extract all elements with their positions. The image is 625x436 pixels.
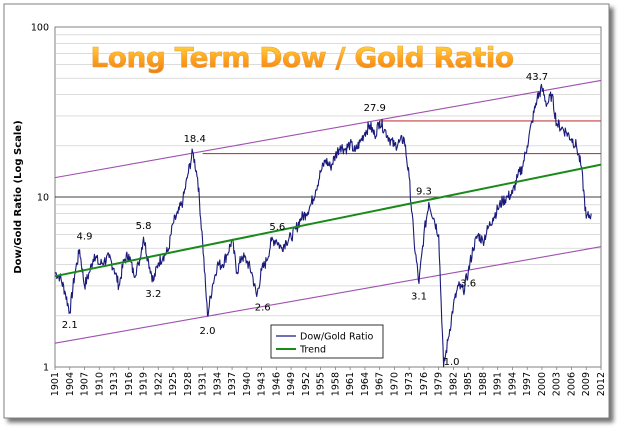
x-tick-1973: 1973 — [404, 372, 415, 396]
x-tick-1928: 1928 — [183, 372, 194, 396]
x-tick-1925: 1925 — [168, 372, 179, 396]
x-tick-2006: 2006 — [567, 372, 578, 396]
series-group — [54, 83, 602, 368]
x-tick-1940: 1940 — [242, 372, 253, 396]
x-tick-2003: 2003 — [552, 372, 563, 396]
annotation-3-6: 3.6 — [460, 278, 476, 289]
x-tick-1943: 1943 — [257, 372, 268, 396]
x-tick-1967: 1967 — [375, 372, 386, 396]
channel-lines — [54, 79, 602, 344]
x-tick-1901: 1901 — [50, 372, 61, 396]
x-tick-1976: 1976 — [419, 372, 430, 396]
y-tick-100: 100 — [31, 23, 49, 34]
x-tick-1922: 1922 — [153, 372, 164, 396]
grid-lines — [55, 34, 601, 317]
series-line-trend — [54, 163, 602, 278]
annotation-18-4: 18.4 — [184, 134, 206, 145]
x-tick-1988: 1988 — [478, 372, 489, 396]
annotation-3-2: 3.2 — [145, 289, 161, 300]
channel-line-0 — [54, 79, 602, 179]
x-tick-2000: 2000 — [537, 372, 548, 396]
x-tick-1946: 1946 — [271, 372, 282, 396]
x-tick-1958: 1958 — [330, 372, 341, 396]
legend: Dow/Gold Ratio Trend — [270, 324, 384, 359]
y-tick-10: 10 — [37, 193, 49, 204]
annotation-27-9: 27.9 — [364, 103, 386, 114]
x-tick-1994: 1994 — [508, 372, 519, 396]
y-tick-labels: 1 10 100 — [31, 23, 49, 374]
x-tick-1997: 1997 — [522, 372, 533, 396]
x-tick-labels: 1901 1904 1907 1910 1913 1916 1919 1922 1925 1928… — [50, 367, 607, 396]
channel-line-1 — [54, 246, 602, 344]
annotations: 2.1 4.9 5.8 3.2 18.4 2.0 2.6 5.6 27.9 9.3 3.1 3.6 1.… — [62, 72, 548, 368]
x-tick-1907: 1907 — [80, 372, 91, 396]
annotation-3-1: 3.1 — [411, 291, 427, 302]
x-tick-2012: 2012 — [596, 372, 607, 396]
x-tick-1991: 1991 — [493, 372, 504, 396]
x-tick-1982: 1982 — [448, 372, 459, 396]
chart-title: Long Term Dow / Gold Ratio — [90, 41, 514, 74]
annotation-5-8: 5.8 — [136, 221, 152, 232]
x-tick-1913: 1913 — [109, 372, 120, 396]
x-tick-1964: 1964 — [360, 372, 371, 396]
annotation-2-6: 2.6 — [255, 302, 271, 313]
annotation-9-3: 9.3 — [416, 186, 432, 197]
y-tick-1: 1 — [43, 363, 49, 374]
x-tick-1955: 1955 — [316, 372, 327, 396]
x-tick-1916: 1916 — [124, 372, 135, 396]
annotation-4-9: 4.9 — [77, 232, 93, 243]
x-tick-1919: 1919 — [139, 372, 150, 396]
y-axis-label: Dow/Gold Ratio (Log Scale) — [13, 120, 24, 273]
x-tick-1937: 1937 — [227, 372, 238, 396]
x-tick-1979: 1979 — [434, 372, 445, 396]
legend-label-dow-gold-ratio: Dow/Gold Ratio — [300, 332, 374, 343]
annotation-43-7: 43.7 — [526, 72, 548, 83]
x-tick-1949: 1949 — [286, 372, 297, 396]
annotation-2-1: 2.1 — [62, 320, 78, 331]
legend-label-trend: Trend — [299, 345, 326, 356]
annotation-1-0: 1.0 — [444, 357, 460, 368]
x-tick-1904: 1904 — [65, 372, 76, 396]
series-line-dow-gold-ratio — [54, 83, 592, 368]
x-tick-1970: 1970 — [389, 372, 400, 396]
annotation-2-0: 2.0 — [200, 326, 216, 337]
legend-box — [270, 324, 384, 359]
x-tick-1934: 1934 — [212, 372, 223, 396]
x-tick-1961: 1961 — [345, 372, 356, 396]
x-tick-2009: 2009 — [581, 372, 592, 396]
x-tick-1985: 1985 — [463, 372, 474, 396]
annotation-5-6: 5.6 — [269, 222, 285, 233]
x-tick-1952: 1952 — [301, 372, 312, 396]
x-tick-1931: 1931 — [198, 372, 209, 396]
x-tick-1910: 1910 — [94, 372, 105, 396]
